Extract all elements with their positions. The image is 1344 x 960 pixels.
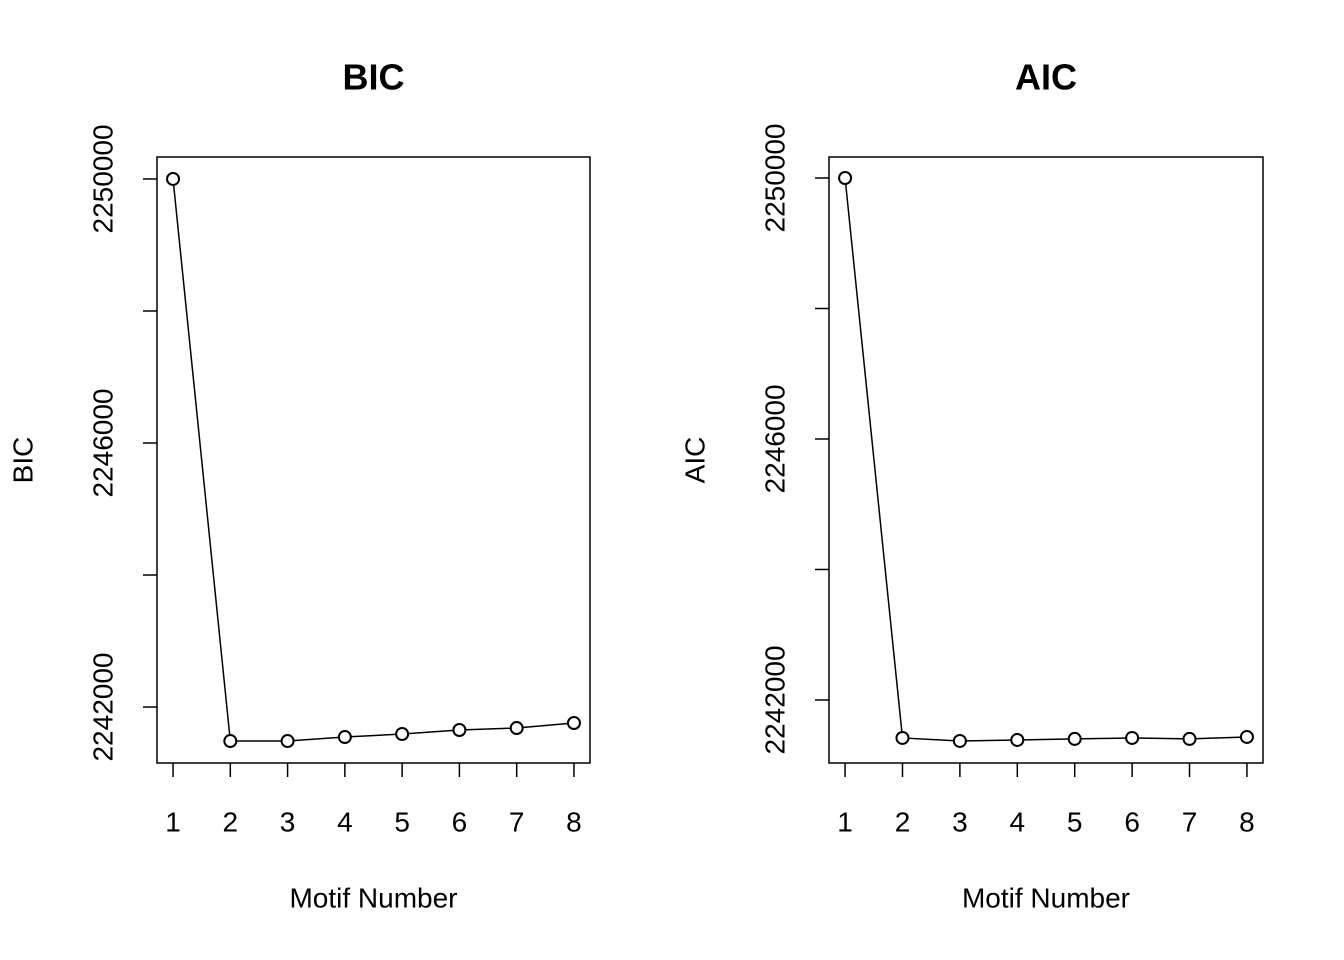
chart-title: AIC [1015, 57, 1077, 98]
line [172, 178, 575, 742]
x-tick-label: 1 [165, 806, 181, 837]
x-tick-label: 8 [566, 806, 582, 837]
x-tick-label: 6 [1124, 806, 1140, 837]
y-tick-label: 2250000 [87, 124, 118, 233]
point [1125, 730, 1140, 745]
x-tick-label: 7 [509, 806, 525, 837]
x-tick-label: 2 [895, 806, 911, 837]
point [1182, 731, 1197, 746]
point [952, 733, 967, 748]
point [895, 730, 910, 745]
y-tick-label: 2242000 [759, 645, 790, 754]
point [395, 727, 410, 742]
x-tick-label: 7 [1182, 806, 1198, 837]
point [509, 721, 524, 736]
x-tick-label: 8 [1239, 806, 1255, 837]
y-tick-label: 2246000 [87, 388, 118, 497]
point [838, 171, 853, 186]
x-axis-label: Motif Number [962, 882, 1130, 913]
x-tick-label: 3 [280, 806, 296, 837]
y-axis-label: AIC [679, 437, 710, 484]
x-tick-label: 5 [1067, 806, 1083, 837]
point [1239, 729, 1254, 744]
y-tick-label: 2250000 [759, 124, 790, 233]
x-tick-label: 1 [837, 806, 853, 837]
x-axis-label: Motif Number [289, 882, 457, 913]
point [166, 171, 181, 186]
x-tick-label: 4 [1010, 806, 1026, 837]
plot-box [828, 156, 1264, 764]
point [223, 734, 238, 749]
y-tick-label: 2246000 [759, 384, 790, 493]
point [566, 716, 581, 731]
x-tick-label: 6 [452, 806, 468, 837]
chart-title: BIC [343, 57, 405, 98]
plot-box [156, 156, 591, 764]
point [1010, 732, 1025, 747]
x-tick-label: 3 [952, 806, 968, 837]
point [1067, 731, 1082, 746]
y-tick-label: 2242000 [87, 653, 118, 762]
point [452, 722, 467, 737]
point [280, 734, 295, 749]
line [844, 177, 1247, 742]
x-tick-label: 2 [223, 806, 239, 837]
point [337, 730, 352, 745]
x-tick-label: 4 [337, 806, 353, 837]
y-axis-label: BIC [7, 437, 38, 484]
x-tick-label: 5 [394, 806, 410, 837]
